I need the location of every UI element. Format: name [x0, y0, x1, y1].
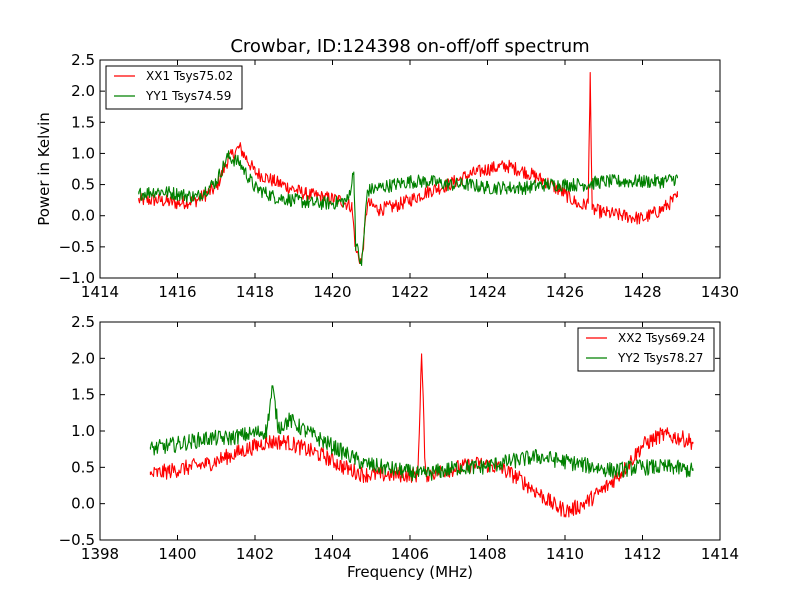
x-tick-label: 1424	[468, 283, 506, 301]
x-tick-label: 1404	[313, 545, 351, 563]
x-axis-label: Frequency (MHz)	[347, 563, 473, 581]
y-tick-label: 0.5	[71, 176, 95, 194]
x-tick-label: 1410	[546, 545, 584, 563]
x-tick-label: 1408	[468, 545, 506, 563]
y-tick-label: 1.5	[71, 386, 95, 404]
x-tick-label: 1422	[391, 283, 429, 301]
x-tick-label: 1400	[158, 545, 196, 563]
x-tick-label: 1428	[623, 283, 661, 301]
legend-label-xx2: XX2 Tsys69.24	[618, 331, 705, 345]
x-tick-label: 1418	[236, 283, 274, 301]
y-tick-label: 2.5	[71, 313, 95, 331]
y-tick-label: 2.5	[71, 51, 95, 69]
x-tick-label: 1414	[701, 545, 739, 563]
y-tick-label: 0.0	[71, 207, 95, 225]
y-tick-label: 1.0	[71, 422, 95, 440]
y-tick-label: 0.5	[71, 458, 95, 476]
bottom-chart-legend: XX2 Tsys69.24 YY2 Tsys78.27	[577, 327, 715, 372]
top-chart: Crowbar, ID:124398 on-off/off spectrum P…	[35, 36, 739, 301]
legend-label-yy1: YY1 Tsys74.59	[145, 89, 231, 103]
y-tick-label: 2.0	[71, 349, 95, 367]
bottom-chart-frame	[99, 321, 721, 541]
x-tick-label: 1430	[701, 283, 739, 301]
series-line-xx1	[138, 71, 678, 265]
legend-box	[105, 65, 243, 110]
legend-label-xx1: XX1 Tsys75.02	[146, 69, 233, 83]
series-line-yy1	[138, 150, 678, 267]
legend-box	[577, 327, 715, 372]
top-chart-frame	[99, 59, 721, 279]
x-tick-label: 1406	[391, 545, 429, 563]
chart-title: Crowbar, ID:124398 on-off/off spectrum	[230, 36, 589, 57]
top-chart-legend: XX1 Tsys75.02 YY1 Tsys74.59	[105, 65, 243, 110]
top-chart-ticks: 1414 1416 1418 1420 1422 1424 1426 1428 1430 −1.0…	[59, 51, 740, 301]
y-tick-label: 1.5	[71, 113, 95, 131]
x-tick-label: 1426	[546, 283, 584, 301]
series-line-yy2	[149, 385, 694, 482]
y-tick-label: −1.0	[59, 269, 95, 287]
x-tick-label: 1420	[313, 283, 351, 301]
legend-label-yy2: YY2 Tsys78.27	[617, 351, 703, 365]
x-tick-label: 1416	[158, 283, 196, 301]
bottom-chart: 1398 1400 1402 1404 1406 1408 1410 1412 1414 −0.5…	[59, 313, 740, 581]
y-tick-label: −0.5	[59, 531, 95, 549]
x-tick-label: 1402	[236, 545, 274, 563]
top-chart-lines	[138, 71, 678, 267]
x-tick-label: 1414	[81, 283, 119, 301]
y-tick-label: 1.0	[71, 144, 95, 162]
bottom-chart-lines	[149, 353, 694, 518]
x-tick-label: 1412	[623, 545, 661, 563]
y-tick-label: 2.0	[71, 82, 95, 100]
y-axis-label: Power in Kelvin	[35, 112, 53, 226]
y-tick-label: −0.5	[59, 238, 95, 256]
x-tick-label: 1398	[81, 545, 119, 563]
series-line-xx2	[149, 353, 694, 518]
y-tick-label: 0.0	[71, 495, 95, 513]
